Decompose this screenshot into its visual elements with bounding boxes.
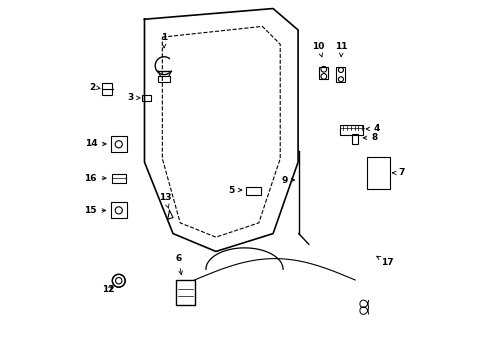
Text: 14: 14 xyxy=(84,139,106,148)
Text: 3: 3 xyxy=(127,93,140,102)
Text: 7: 7 xyxy=(392,168,404,177)
Text: 16: 16 xyxy=(84,174,106,183)
Text: 5: 5 xyxy=(227,185,242,194)
Text: 8: 8 xyxy=(363,133,377,142)
Text: 17: 17 xyxy=(376,256,393,267)
Text: 10: 10 xyxy=(312,41,324,57)
Text: 6: 6 xyxy=(175,254,182,275)
Text: 13: 13 xyxy=(159,193,171,208)
Text: 15: 15 xyxy=(84,206,105,215)
Text: 11: 11 xyxy=(335,41,347,57)
Text: 12: 12 xyxy=(102,285,114,294)
Text: 4: 4 xyxy=(366,125,379,134)
Text: 1: 1 xyxy=(161,33,167,48)
Text: 2: 2 xyxy=(89,83,100,92)
Text: 9: 9 xyxy=(281,176,294,185)
